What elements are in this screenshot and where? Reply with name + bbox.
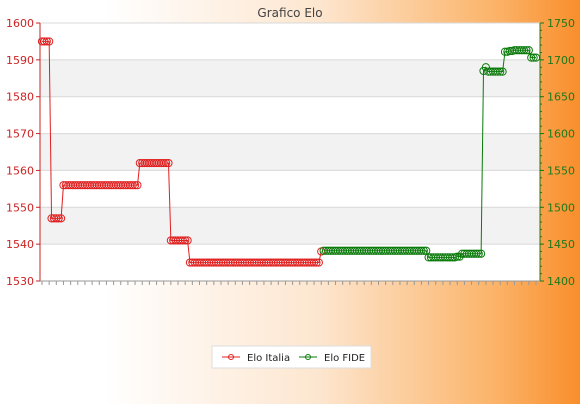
y-right-tick-label: 1600 (547, 128, 575, 141)
y-right-tick-label: 1650 (547, 91, 575, 104)
elo-italia-point (128, 181, 137, 190)
elo-fide-point (417, 246, 426, 255)
elo-fide-point (498, 67, 507, 76)
y-right-tick-label: 1550 (547, 164, 575, 177)
chart-title: Grafico Elo (257, 6, 322, 20)
y-left-tick-label: 1550 (6, 201, 34, 214)
elo-fide-point (493, 67, 502, 76)
elo-italia-point (54, 214, 63, 223)
legend-elo-italia-swatch-marker (228, 354, 234, 360)
y-left-tick-label: 1580 (6, 91, 34, 104)
elo-italia-point (161, 158, 171, 168)
elo-fide-point (453, 252, 462, 261)
elo-italia-point (312, 258, 321, 267)
elo-italia-point (52, 214, 61, 223)
elo-italia-point (309, 258, 319, 267)
elo-italia-point (40, 37, 49, 46)
legend-elo-fide-label: Elo FIDE (324, 353, 365, 364)
legend-elo-italia-label: Elo Italia (247, 353, 290, 364)
elo-fide-point (481, 63, 490, 72)
elo-fide-point (477, 249, 486, 258)
y-left-tick-label: 1570 (6, 128, 34, 141)
y-left-tick-label: 1560 (6, 164, 34, 177)
elo-fide-point (527, 53, 536, 62)
elo-italia-point (183, 236, 192, 245)
elo-italia-point (164, 158, 173, 168)
elo-fide-point (496, 67, 505, 76)
elo-fide-point (519, 46, 529, 55)
elo-fide-point (474, 249, 483, 258)
y-right-tick-label: 1450 (547, 238, 575, 251)
elo-italia-point (314, 258, 323, 267)
elo-italia-point (130, 181, 140, 190)
grid-band (40, 133, 540, 171)
elo-italia-point (45, 37, 54, 46)
elo-fide-point (522, 46, 531, 55)
legend-box (211, 345, 372, 369)
y-right-tick-label: 1750 (547, 17, 575, 30)
y-right-tick-label: 1400 (547, 275, 575, 288)
elo-italia-point (159, 158, 168, 168)
elo-italia-point (178, 236, 187, 245)
elo-italia-point (42, 37, 51, 46)
y-left-tick-label: 1530 (6, 275, 34, 288)
y-right-tick-label: 1700 (547, 54, 575, 67)
elo-fide-point (529, 53, 538, 62)
grid-band (40, 207, 540, 245)
y-right-tick-label: 1500 (547, 201, 575, 214)
elo-fide-point (472, 249, 481, 258)
y-left-tick-label: 1540 (6, 238, 34, 251)
elo-fide-point (524, 46, 533, 55)
y-left-tick-label: 1600 (6, 17, 34, 30)
y-left-tick-label: 1590 (6, 54, 34, 67)
elo-italia-point (133, 181, 142, 190)
elo-fide-point (419, 246, 428, 255)
legend-elo-fide-swatch-marker (305, 354, 311, 360)
elo-fide-point (455, 252, 464, 261)
grid-band (40, 59, 540, 97)
elo-italia-point (56, 214, 66, 223)
elo-italia-point (181, 236, 190, 245)
elo-fide-point (531, 53, 541, 62)
